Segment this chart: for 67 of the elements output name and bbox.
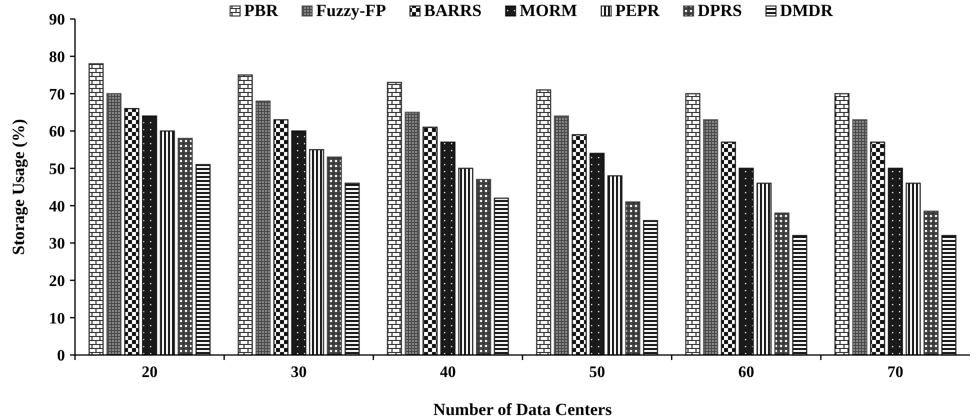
legend-label: PBR (244, 1, 279, 20)
bar (774, 212, 790, 356)
bar (870, 142, 886, 356)
x-axis-title: Number of Data Centers (433, 400, 612, 419)
bar (273, 119, 288, 356)
legend-label: PEPR (615, 1, 660, 20)
y-tick-label: 50 (49, 160, 65, 178)
bar (106, 93, 122, 356)
y-tick-label: 40 (49, 198, 65, 216)
y-tick-label: 0 (57, 348, 65, 365)
legend-label: Fuzzy-FP (316, 1, 386, 20)
bar (590, 152, 605, 356)
bar (941, 234, 956, 356)
bar (625, 201, 640, 356)
x-tick-label: 70 (887, 364, 904, 381)
bar (685, 93, 700, 356)
legend-label: DPRS (698, 1, 742, 20)
bar (88, 63, 104, 356)
bar (572, 134, 587, 356)
y-tick-label: 70 (49, 86, 65, 104)
bar (642, 220, 658, 356)
bar (834, 93, 850, 356)
bar (924, 210, 939, 356)
bar (422, 126, 438, 356)
bar (124, 108, 140, 356)
y-tick-label: 90 (49, 12, 65, 29)
legend-label: MORM (520, 1, 578, 20)
bar (720, 142, 736, 356)
bar (440, 142, 456, 356)
y-tick-label: 60 (49, 124, 65, 141)
x-tick-label: 30 (290, 364, 307, 381)
x-tick-label: 40 (440, 364, 456, 381)
y-tick-label: 80 (49, 48, 65, 66)
bar (703, 119, 718, 356)
x-tick-label: 60 (738, 364, 754, 381)
bar (404, 112, 420, 356)
bar (256, 100, 271, 356)
bar (494, 198, 509, 356)
legend-label: DMDR (780, 1, 834, 20)
y-tick-label: 30 (49, 236, 65, 253)
bar (309, 149, 324, 356)
bar (238, 74, 253, 356)
bar (852, 119, 868, 356)
bar (291, 130, 306, 356)
bar (178, 138, 193, 356)
bar (195, 164, 211, 356)
bar (756, 182, 772, 356)
x-tick-label: 50 (589, 364, 606, 381)
bar (160, 130, 175, 356)
bar (536, 89, 552, 356)
bar (476, 178, 492, 356)
y-tick-label: 10 (49, 310, 65, 328)
bar (142, 115, 158, 356)
y-axis-title: Storage Usage (%) (9, 119, 28, 255)
bar (738, 168, 754, 356)
bar (792, 234, 808, 356)
bar (386, 82, 402, 356)
y-tick-label: 20 (49, 272, 65, 290)
bar (906, 182, 921, 356)
x-tick-label: 20 (142, 364, 158, 381)
bar (554, 115, 569, 356)
bar (888, 168, 903, 356)
legend-label: BARRS (424, 1, 482, 20)
bar (607, 175, 622, 356)
bar (458, 168, 474, 356)
bar (344, 182, 360, 356)
bar (326, 156, 342, 356)
